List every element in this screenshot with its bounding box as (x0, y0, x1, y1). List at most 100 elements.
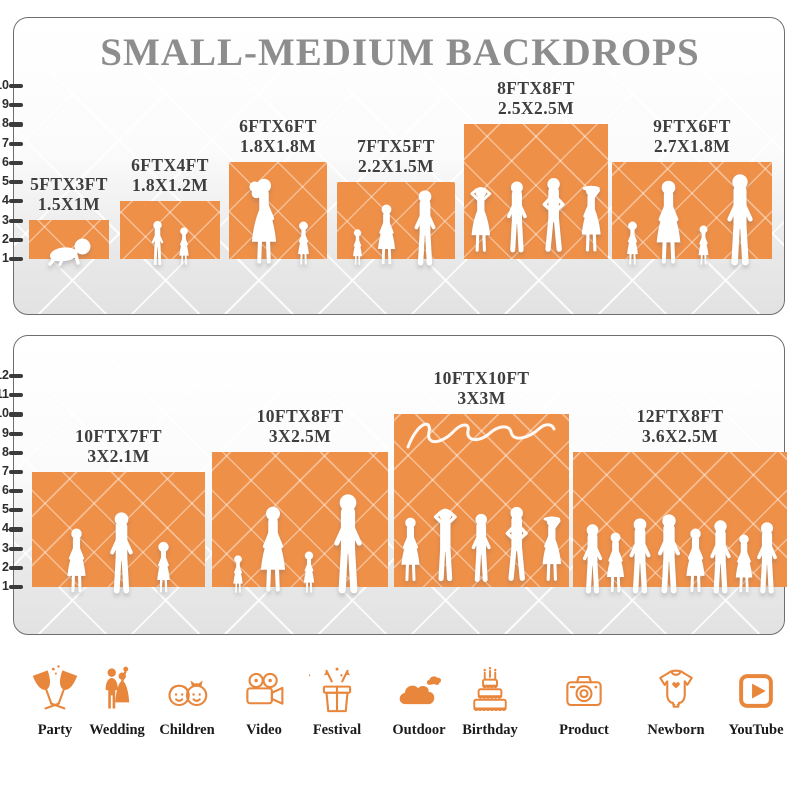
backdrop-size-label: 9FTX6FT 2.7X1.8M (602, 116, 782, 156)
backdrop-size-label: 6FTX4FT 1.8X1.2M (80, 155, 260, 195)
woman-up-silhouette (470, 186, 492, 252)
ruler-tick (9, 431, 23, 436)
category-newborn: Newborn (634, 663, 718, 739)
people-silhouettes (573, 514, 787, 594)
script-text-decoration (402, 417, 562, 458)
woman-hat-silhouette (542, 516, 562, 581)
size-feet: 6FTX4FT (131, 155, 209, 175)
ruler-tick (9, 199, 23, 204)
man-silhouette (110, 512, 133, 594)
woman-baby-silhouette (248, 178, 276, 264)
ruler-number: 1 (2, 251, 9, 265)
size-meters: 3X2.1M (87, 445, 150, 466)
ruler-number: 12 (0, 368, 9, 382)
man-silhouette (727, 174, 753, 266)
ruler-number: 5 (2, 502, 9, 517)
ruler-number: 3 (2, 540, 9, 555)
birthday-icon (462, 663, 518, 719)
size-feet: 8FTX8FT (497, 78, 575, 98)
girl-silhouette (627, 221, 638, 265)
backdrop-9ftx6ft (612, 162, 772, 266)
woman-silhouette (606, 532, 625, 593)
people-silhouettes (32, 512, 205, 594)
man-silhouette (333, 494, 362, 594)
woman-silhouette (686, 528, 705, 593)
ruler-tick (9, 450, 23, 455)
backdrop-10ftx8ft (212, 452, 388, 594)
size-meters: 1.8X1.2M (131, 174, 209, 195)
category-children: Children (145, 663, 229, 739)
size-meters: 3X3M (457, 387, 506, 408)
people-silhouettes (612, 174, 772, 266)
ruler-number: 11 (0, 387, 9, 402)
people-silhouettes (29, 234, 109, 266)
backdrop-12ftx8ft (573, 452, 787, 594)
category-label: Video (246, 722, 282, 738)
girl-silhouette (303, 551, 314, 593)
ruler-number: 8 (2, 116, 9, 131)
size-meters: 2.5X2.5M (497, 97, 575, 118)
size-feet: 9FTX6FT (653, 116, 731, 136)
category-birthday: Birthday (448, 663, 532, 739)
category-label: Birthday (462, 722, 518, 738)
ruler-tick (9, 218, 23, 223)
category-video: Video (222, 663, 306, 739)
ruler-tick (9, 374, 23, 379)
man-silhouette (710, 520, 731, 594)
category-label: Product (559, 722, 609, 738)
backdrop-size-label: 10FTX7FT 3X2.1M (29, 426, 209, 466)
ruler-tick (9, 489, 23, 494)
baby-silhouette (48, 238, 91, 266)
category-label: Outdoor (392, 722, 446, 738)
party-icon (27, 663, 83, 719)
girl-silhouette (297, 221, 309, 265)
woman-silhouette (67, 528, 86, 593)
size-meters: 2.2X1.5M (357, 155, 435, 176)
backdrop-10ftx7ft (32, 472, 205, 594)
boy-silhouette (151, 220, 164, 266)
page-title: SMALL-MEDIUM BACKDROPS (100, 31, 700, 74)
category-wedding: Wedding (75, 663, 159, 739)
ruler-tick (9, 393, 23, 398)
backdrop-size-label: 5FTX3FT 1.5X1M (0, 174, 159, 214)
man-silhouette (506, 181, 527, 253)
youtube-icon (728, 663, 784, 719)
product-icon (556, 663, 612, 719)
ruler-tick (9, 257, 23, 262)
people-silhouettes (464, 164, 608, 266)
festival-icon (309, 663, 365, 719)
backdrop-5ftx3ft (29, 220, 109, 266)
ruler-number: 7 (2, 135, 9, 150)
girl-silhouette (157, 541, 170, 593)
newborn-icon (648, 663, 704, 719)
ruler-number: 4 (2, 193, 9, 208)
woman-hat-silhouette (581, 185, 601, 252)
man-silhouette (658, 514, 680, 594)
category-label: Party (37, 722, 73, 738)
size-meters: 3.6X2.5M (641, 425, 719, 446)
size-feet: 10FTX8FT (256, 406, 344, 426)
people-silhouettes (394, 494, 569, 594)
people-silhouettes (337, 190, 455, 266)
ruler-number: 2 (2, 231, 9, 246)
ruler-number: 1 (2, 579, 9, 593)
wedding-icon (89, 663, 145, 719)
woman-silhouette (735, 534, 753, 593)
woman-silhouette (260, 506, 285, 592)
size-feet: 12FTX8FT (636, 406, 724, 426)
people-silhouettes (120, 220, 220, 266)
ruler-tick (9, 565, 23, 570)
ruler-number: 3 (2, 212, 9, 227)
backdrop-10ftx10ft (394, 414, 569, 587)
woman-silhouette (401, 517, 420, 582)
category-label: YouTube (728, 722, 784, 738)
girl-silhouette (179, 227, 189, 265)
ruler-number: 9 (2, 425, 9, 440)
ruler-tick (9, 122, 23, 127)
ruler-number: 8 (2, 444, 9, 459)
man-akimbo-silhouette (505, 506, 528, 581)
ruler-number: 7 (2, 463, 9, 478)
category-outdoor: Outdoor (377, 663, 461, 739)
size-feet: 5FTX3FT (30, 174, 108, 194)
video-icon (236, 663, 292, 719)
